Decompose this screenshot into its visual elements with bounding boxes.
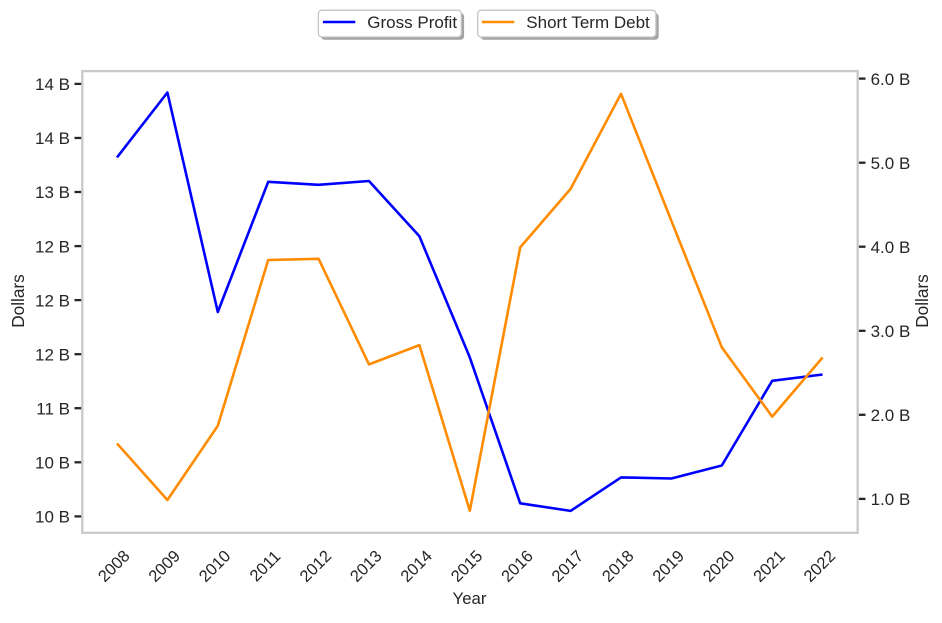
svg-text:10 B: 10 B: [35, 508, 70, 527]
svg-text:6.0 B: 6.0 B: [871, 70, 911, 89]
svg-text:Year: Year: [453, 589, 487, 608]
svg-text:Short Term Debt: Short Term Debt: [526, 13, 650, 32]
svg-text:12 B: 12 B: [35, 345, 70, 364]
svg-text:4.0 B: 4.0 B: [871, 238, 911, 257]
svg-text:13 B: 13 B: [35, 183, 70, 202]
svg-text:5.0 B: 5.0 B: [871, 154, 911, 173]
svg-text:14 B: 14 B: [35, 129, 70, 148]
svg-text:1.0 B: 1.0 B: [871, 490, 911, 509]
svg-text:Gross Profit: Gross Profit: [367, 13, 457, 32]
svg-text:12 B: 12 B: [35, 291, 70, 310]
svg-text:12 B: 12 B: [35, 237, 70, 256]
svg-text:10 B: 10 B: [35, 454, 70, 473]
svg-text:2.0 B: 2.0 B: [871, 406, 911, 425]
svg-text:11 B: 11 B: [36, 399, 70, 418]
svg-text:14 B: 14 B: [35, 75, 70, 94]
svg-text:Dollars: Dollars: [8, 274, 28, 327]
svg-text:3.0 B: 3.0 B: [871, 322, 911, 341]
svg-text:Dollars: Dollars: [912, 274, 932, 327]
